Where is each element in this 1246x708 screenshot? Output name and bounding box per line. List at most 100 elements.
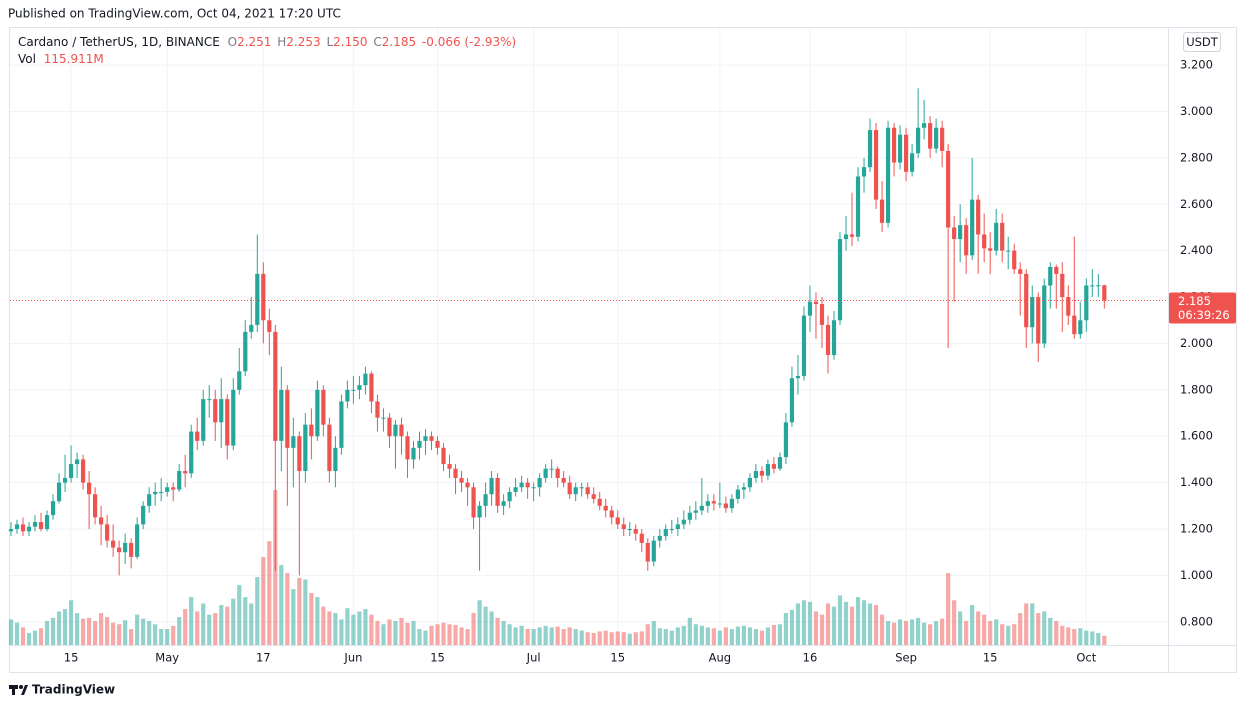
candle-body xyxy=(507,491,512,502)
candle-body xyxy=(141,505,146,525)
volume-bar xyxy=(225,606,230,645)
x-tick-label: 15 xyxy=(430,651,445,665)
x-tick-label: 15 xyxy=(983,651,998,665)
candle-body xyxy=(873,130,879,200)
y-tick-label: 1.400 xyxy=(1180,475,1213,489)
y-tick-label: 3.200 xyxy=(1180,58,1213,72)
volume-bar xyxy=(711,628,716,645)
candle-body xyxy=(32,522,38,527)
candle-body xyxy=(74,459,80,465)
volume-bar xyxy=(117,624,122,645)
volume-bar xyxy=(801,600,807,645)
volume-bar xyxy=(135,614,140,645)
candle-body xyxy=(711,501,716,504)
candle-body xyxy=(579,487,584,489)
volume-bar xyxy=(237,585,242,645)
candle-body xyxy=(555,468,560,478)
volume-bar xyxy=(339,619,344,645)
volume-bar xyxy=(891,622,897,645)
candle-body xyxy=(753,471,759,478)
candle-body xyxy=(729,498,734,509)
volume-bar xyxy=(885,621,891,645)
candle-body xyxy=(213,399,218,423)
volume-bar xyxy=(507,624,512,645)
volume-bar xyxy=(687,617,692,645)
volume-bar xyxy=(153,624,158,645)
candle-body xyxy=(273,331,278,441)
volume-bar xyxy=(471,613,476,645)
candle-body xyxy=(315,389,320,437)
y-tick-label: 1.800 xyxy=(1180,382,1213,396)
x-tick-label: Aug xyxy=(709,651,731,665)
candle-body xyxy=(285,389,290,448)
legend-key: C xyxy=(373,35,381,49)
candle-body xyxy=(621,524,626,530)
volume-bar xyxy=(741,625,746,645)
volume-bar xyxy=(195,611,200,645)
candle-body xyxy=(411,447,416,460)
candle-body xyxy=(1084,285,1089,321)
volume-bar xyxy=(723,627,728,645)
volume-bar xyxy=(789,609,795,645)
volume-bar xyxy=(657,628,662,645)
candle-body xyxy=(855,176,861,237)
volume-bar xyxy=(795,603,801,645)
candle-body xyxy=(357,385,362,390)
candle-body xyxy=(44,515,50,530)
volume-bar xyxy=(261,557,266,645)
candle-body xyxy=(1036,297,1041,344)
volume-bar xyxy=(38,628,44,645)
currency[interactable]: USDT xyxy=(1186,35,1219,49)
candle-body xyxy=(489,477,494,495)
volume-bar xyxy=(291,589,296,645)
volume-bar xyxy=(1090,631,1095,645)
candles xyxy=(8,88,1107,576)
candle-body xyxy=(38,522,44,530)
volume-bar xyxy=(171,625,176,645)
candle-body xyxy=(267,320,272,332)
candle-body xyxy=(177,471,182,490)
candle-body xyxy=(801,315,807,376)
candle-body xyxy=(345,389,350,402)
volume-bar xyxy=(111,622,116,645)
axes: 0.8001.0001.2001.4001.6001.8002.0002.200… xyxy=(10,58,1236,665)
candle-body xyxy=(1066,297,1071,316)
volume-bar xyxy=(297,577,302,645)
candle-body xyxy=(837,239,843,321)
candle-body xyxy=(783,422,789,458)
volume-bar xyxy=(627,633,632,645)
candle-body xyxy=(891,127,897,163)
volume-bar xyxy=(765,627,771,645)
volume-bar xyxy=(86,617,92,645)
volume-bar xyxy=(693,624,698,645)
candle-body xyxy=(501,501,506,506)
currency-button[interactable] xyxy=(1183,32,1221,52)
volume-bar xyxy=(207,614,212,645)
candle-body xyxy=(135,524,140,557)
volume-bar xyxy=(483,606,488,645)
candle-body xyxy=(369,373,374,402)
candle-body xyxy=(561,477,566,483)
y-tick-label: 2.400 xyxy=(1180,243,1213,257)
volume-bar xyxy=(537,627,542,645)
volume-bar xyxy=(219,605,224,645)
volume-bar xyxy=(411,621,416,645)
logo xyxy=(9,685,28,695)
candle-body xyxy=(351,389,356,391)
candle-body xyxy=(615,517,620,525)
candle-body xyxy=(591,494,596,499)
volume-bar xyxy=(897,619,903,645)
volume-bar xyxy=(561,629,566,645)
x-tick-label: 17 xyxy=(256,651,271,665)
volume-bar xyxy=(489,611,494,645)
volume-bar xyxy=(267,541,272,645)
volume-bar xyxy=(1036,613,1041,645)
volume-bar xyxy=(909,619,915,645)
volume-bar xyxy=(141,618,146,645)
volume-bar xyxy=(615,631,620,645)
candle-body xyxy=(717,503,722,505)
candle-body xyxy=(435,440,440,448)
candle-body xyxy=(471,487,476,518)
candle-body xyxy=(261,273,266,321)
y-tick-label: 1.000 xyxy=(1180,568,1213,582)
